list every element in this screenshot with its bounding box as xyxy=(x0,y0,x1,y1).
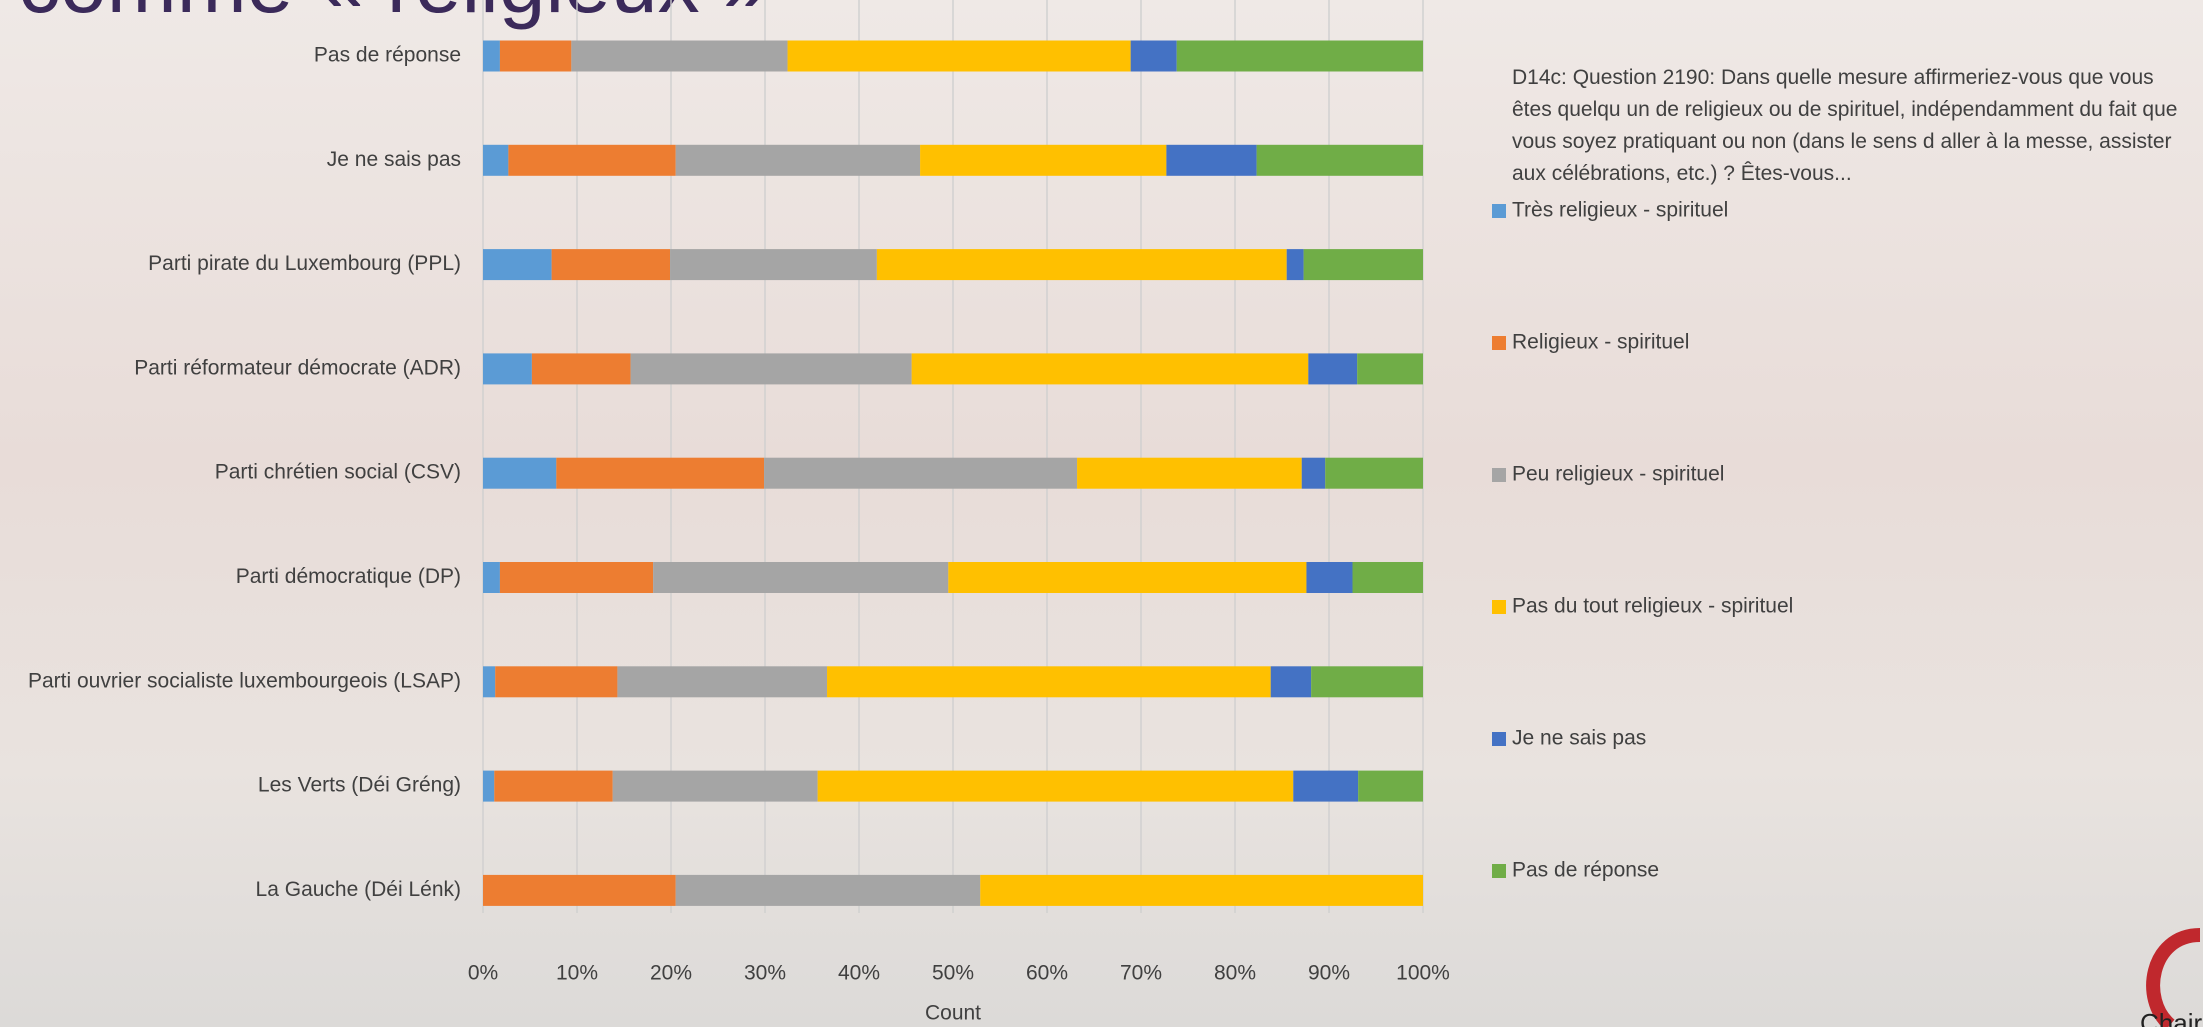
bar-segment xyxy=(508,144,676,176)
bar-segment xyxy=(556,457,765,489)
bar-segment xyxy=(612,770,818,802)
legend-swatch xyxy=(1492,468,1506,482)
x-tick-label: 10% xyxy=(556,962,598,985)
legend-title: D14c: Question 2190: Dans quelle mesure … xyxy=(1512,66,2178,185)
bar-segment xyxy=(1077,457,1302,489)
bar-segment xyxy=(1311,666,1423,698)
logo-text: Chaire de xyxy=(2140,1008,2203,1027)
bar-segment xyxy=(531,353,631,385)
x-tick-label: 40% xyxy=(838,962,880,985)
bar-segment xyxy=(483,770,495,802)
bar-segment xyxy=(630,353,912,385)
bar-segment xyxy=(653,562,949,593)
bar-segment xyxy=(1325,457,1423,489)
bar-segment xyxy=(1166,144,1257,176)
x-tick-label: 60% xyxy=(1026,962,1068,985)
bar-segment xyxy=(1303,249,1423,281)
bar-segment xyxy=(1270,666,1312,698)
legend-label: Peu religieux - spirituel xyxy=(1512,463,1724,486)
x-tick-label: 50% xyxy=(932,962,974,985)
legend-label: Religieux - spirituel xyxy=(1512,331,1689,354)
bar-segment xyxy=(920,144,1167,176)
bar-segment xyxy=(1286,249,1304,281)
legend-swatch xyxy=(1492,864,1506,878)
y-tick-label: Parti démocratique (DP) xyxy=(236,565,461,588)
bar-segment xyxy=(817,770,1294,802)
bar-segment xyxy=(483,457,557,489)
y-tick-label: Pas de réponse xyxy=(314,44,461,67)
bar-segment xyxy=(483,40,500,72)
bar-segment xyxy=(764,457,1078,489)
legend-swatch xyxy=(1492,336,1506,350)
bar-segment xyxy=(876,249,1287,281)
x-tick-label: 100% xyxy=(1396,962,1450,985)
bar-segment xyxy=(1130,40,1177,72)
y-tick-label: Je ne sais pas xyxy=(327,148,461,171)
y-tick-label: Parti chrétien social (CSV) xyxy=(215,461,461,484)
bar-segment xyxy=(1358,770,1423,802)
bar-segment xyxy=(499,40,572,72)
bar-segment xyxy=(1301,457,1326,489)
x-tick-label: 80% xyxy=(1214,962,1256,985)
legend-label: Pas de réponse xyxy=(1512,859,1659,882)
bar-segment xyxy=(1256,144,1423,176)
bar-segment xyxy=(980,874,1423,906)
y-tick-label: La Gauche (Déi Lénk) xyxy=(256,878,461,901)
bar-segment xyxy=(495,666,618,698)
bar-segment xyxy=(1352,562,1423,593)
bar-segment xyxy=(483,353,532,385)
logo-mark xyxy=(2146,928,2201,1027)
legend-label: Je ne sais pas xyxy=(1512,727,1646,750)
x-tick-label: 70% xyxy=(1120,962,1162,985)
x-axis-label: Count xyxy=(925,1002,981,1025)
bar-segment xyxy=(483,562,500,593)
bar-segment xyxy=(1357,353,1423,385)
bar-segment xyxy=(483,874,676,906)
legend-label: Très religieux - spirituel xyxy=(1512,199,1728,222)
bar-segment xyxy=(483,249,552,281)
bar-segment xyxy=(670,249,877,281)
bar-segment xyxy=(1176,40,1423,72)
x-tick-label: 90% xyxy=(1308,962,1350,985)
x-tick-label: 0% xyxy=(468,962,498,985)
bar-segment xyxy=(911,353,1309,385)
legend-swatch xyxy=(1492,600,1506,614)
bar-segment xyxy=(483,144,509,176)
y-tick-label: Parti ouvrier socialiste luxembourgeois … xyxy=(28,669,461,692)
bar-segment xyxy=(1306,562,1353,593)
bar-segment xyxy=(494,770,613,802)
bar-segment xyxy=(787,40,1131,72)
legend-swatch xyxy=(1492,732,1506,746)
bar-segment xyxy=(483,666,496,698)
bar-segment xyxy=(617,666,828,698)
bar-segment xyxy=(551,249,671,281)
y-tick-label: Les Verts (Déi Gréng) xyxy=(258,774,461,797)
x-tick-label: 20% xyxy=(650,962,692,985)
bar-segment xyxy=(948,562,1307,593)
legend-label: Pas du tout religieux - spirituel xyxy=(1512,595,1793,618)
legend-swatch xyxy=(1492,204,1506,218)
chart-title: comme « religieux » xyxy=(18,0,770,30)
y-tick-label: Parti réformateur démocrate (ADR) xyxy=(134,356,461,379)
bar-segment xyxy=(571,40,788,72)
x-tick-label: 30% xyxy=(744,962,786,985)
bar-segment xyxy=(827,666,1271,698)
bar-segment xyxy=(1308,353,1358,385)
bar-segment xyxy=(675,144,921,176)
bar-segment xyxy=(675,874,981,906)
y-tick-label: Parti pirate du Luxembourg (PPL) xyxy=(148,252,461,275)
bar-segment xyxy=(1293,770,1359,802)
bar-segment xyxy=(499,562,654,593)
